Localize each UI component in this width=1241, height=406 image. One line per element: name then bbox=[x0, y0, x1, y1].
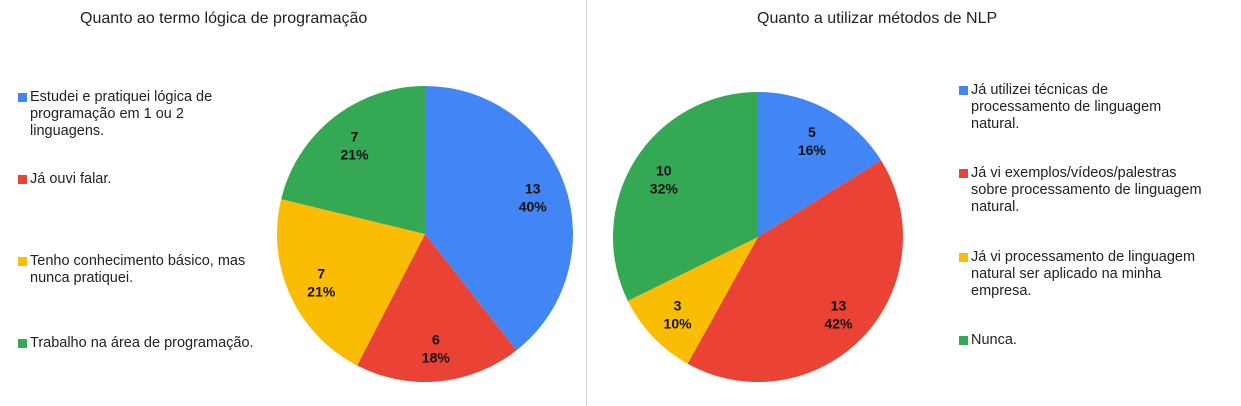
legend-label: Trabalho na área de programação. bbox=[30, 335, 254, 351]
legend-swatch bbox=[18, 175, 27, 184]
slice-percent-label-3: 32% bbox=[650, 180, 679, 196]
legend-item-work: Trabalho na área de programação. bbox=[18, 335, 254, 352]
legend-label: Estudei e pratiquei lógica de programaçã… bbox=[30, 89, 213, 139]
slice-value-label-1: 6 bbox=[432, 331, 440, 347]
slice-percent-label-3: 21% bbox=[341, 146, 370, 162]
slice-percent-label-1: 42% bbox=[824, 315, 853, 331]
legend-item-studied: Estudei e pratiquei lógica de programaçã… bbox=[18, 89, 258, 140]
legend-item-heard: Já ouvi falar. bbox=[18, 171, 111, 188]
slice-percent-label-2: 10% bbox=[664, 315, 693, 331]
legend-label: Já utilizei técnicas de processamento de… bbox=[971, 82, 1162, 132]
legend-swatch bbox=[959, 169, 968, 178]
pie-slice-2 bbox=[277, 199, 425, 366]
pie-slice-1 bbox=[357, 234, 517, 383]
legend-label: Já vi processamento de linguagem natural… bbox=[971, 249, 1196, 299]
slice-value-label-2: 3 bbox=[674, 297, 682, 313]
slice-percent-label-1: 18% bbox=[422, 349, 451, 365]
legend-item-seen-examples: Já vi exemplos/vídeos/palestras sobre pr… bbox=[959, 165, 1204, 216]
legend-swatch bbox=[959, 336, 968, 345]
chart-nlp-methods: Quanto a utilizar métodos de NLP Já util… bbox=[587, 0, 1241, 406]
legend-item-basic: Tenho conhecimento básico, mas nunca pra… bbox=[18, 253, 258, 287]
legend-swatch bbox=[959, 86, 968, 95]
pie-chart: 13 40% 6 18% 7 21% 7 21% bbox=[277, 85, 573, 383]
legend-label: Já ouvi falar. bbox=[30, 171, 112, 187]
pie-slice-3 bbox=[281, 85, 425, 234]
chart-programming-logic: Quanto ao termo lógica de programação Es… bbox=[0, 0, 586, 406]
slice-value-label-3: 7 bbox=[351, 128, 359, 144]
legend-item-never: Nunca. bbox=[959, 332, 1017, 349]
chart-title: Quanto ao termo lógica de programação bbox=[80, 10, 368, 27]
slice-value-label-0: 13 bbox=[525, 181, 541, 197]
slice-percent-label-0: 40% bbox=[519, 199, 548, 215]
pie-slice-2 bbox=[627, 237, 758, 364]
slice-value-label-1: 13 bbox=[831, 297, 847, 313]
legend-swatch bbox=[959, 253, 968, 262]
legend-label: Já vi exemplos/vídeos/palestras sobre pr… bbox=[971, 165, 1202, 215]
slice-percent-label-0: 16% bbox=[798, 142, 827, 158]
legend-swatch bbox=[18, 339, 27, 348]
slice-value-label-3: 10 bbox=[656, 162, 672, 178]
chart-title: Quanto a utilizar métodos de NLP bbox=[757, 10, 998, 27]
legend-item-used: Já utilizei técnicas de processamento de… bbox=[959, 82, 1204, 133]
pie-chart: 5 16% 13 42% 3 10% 10 32% bbox=[613, 92, 903, 383]
slice-value-label-0: 5 bbox=[808, 124, 816, 140]
legend-item-seen-company: Já vi processamento de linguagem natural… bbox=[959, 249, 1204, 300]
pie-slice-1 bbox=[687, 160, 903, 383]
legend-swatch bbox=[18, 257, 27, 266]
pie-slice-3 bbox=[613, 92, 758, 301]
legend-label: Nunca. bbox=[971, 332, 1017, 348]
slice-value-label-2: 7 bbox=[317, 265, 325, 281]
slice-percent-label-2: 21% bbox=[307, 283, 336, 299]
pie-slice-0 bbox=[758, 92, 882, 237]
panel-divider bbox=[586, 0, 587, 406]
legend-swatch bbox=[18, 93, 27, 102]
legend-label: Tenho conhecimento básico, mas nunca pra… bbox=[30, 253, 246, 286]
pie-slice-0 bbox=[425, 86, 573, 351]
